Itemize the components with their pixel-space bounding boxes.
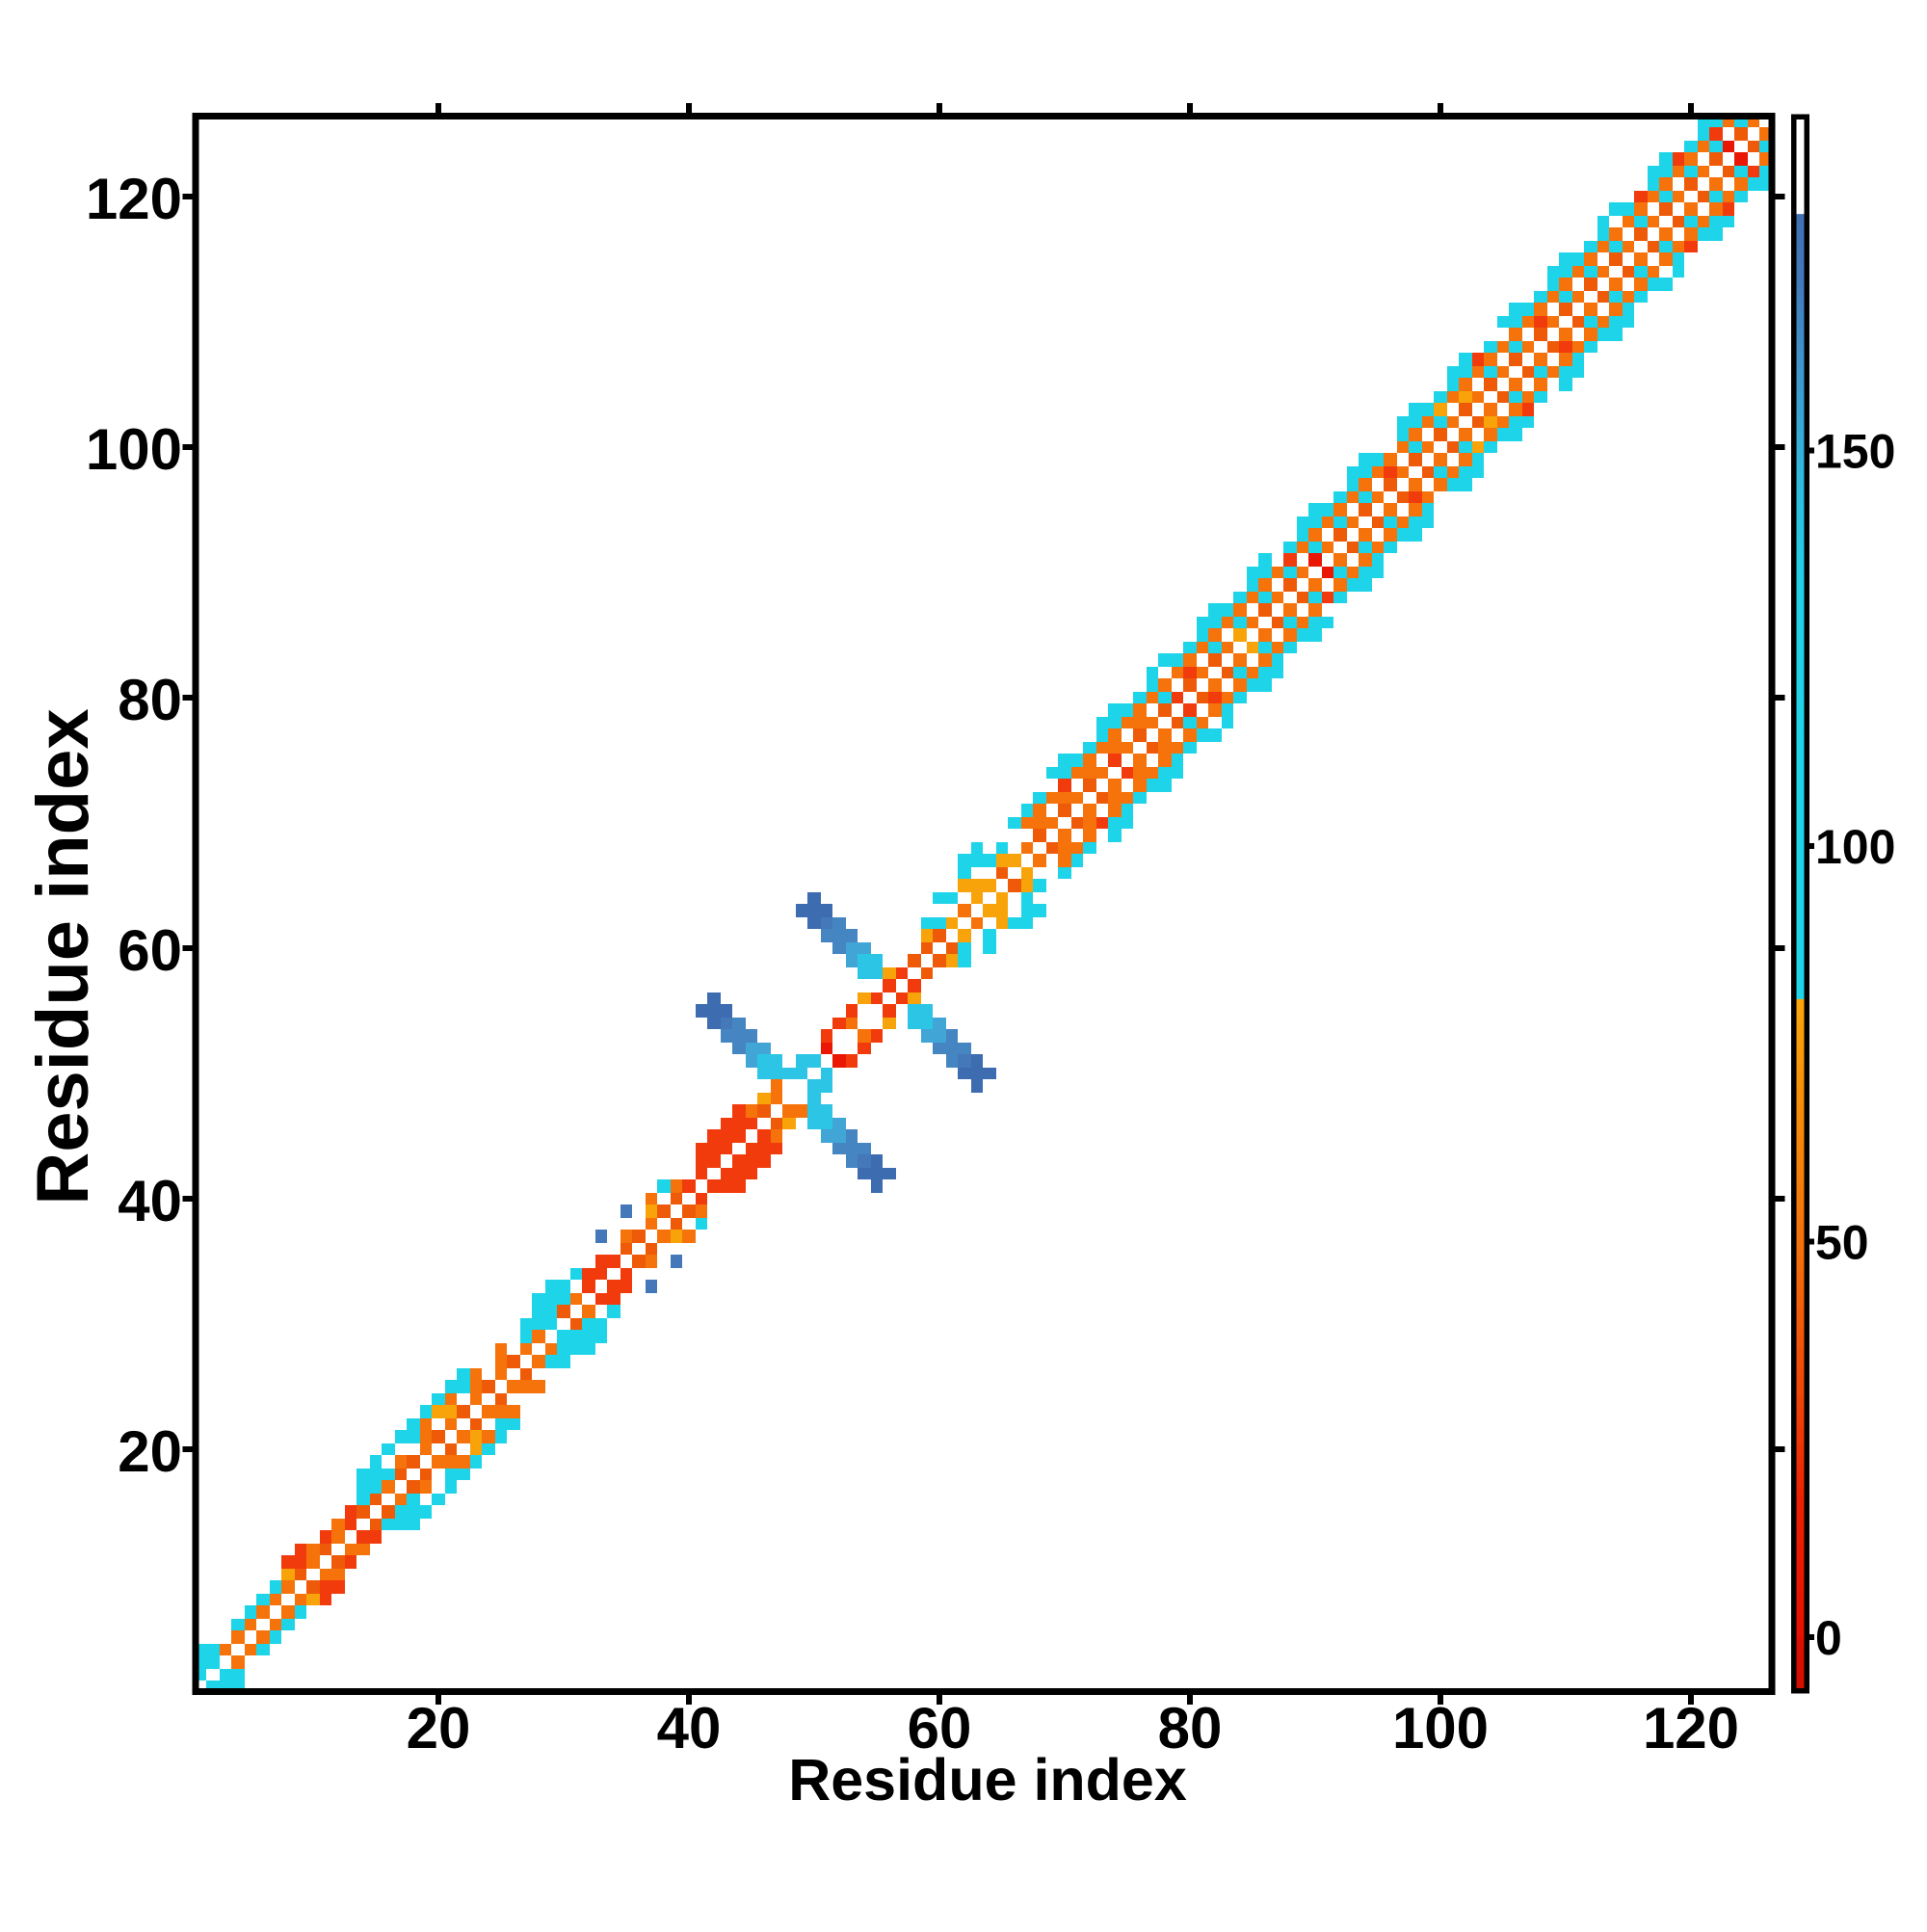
svg-text:60: 60 bbox=[118, 918, 182, 983]
svg-text:80: 80 bbox=[1158, 1696, 1223, 1760]
svg-text:100: 100 bbox=[1392, 1696, 1489, 1760]
svg-text:20: 20 bbox=[118, 1419, 182, 1484]
svg-text:40: 40 bbox=[657, 1696, 722, 1760]
svg-text:100: 100 bbox=[1815, 820, 1895, 874]
svg-text:20: 20 bbox=[407, 1696, 471, 1760]
svg-text:40: 40 bbox=[118, 1169, 182, 1233]
svg-text:120: 120 bbox=[86, 167, 182, 231]
svg-text:80: 80 bbox=[118, 668, 182, 732]
svg-text:100: 100 bbox=[86, 417, 182, 482]
svg-text:50: 50 bbox=[1815, 1216, 1869, 1270]
svg-text:Residue index: Residue index bbox=[22, 708, 104, 1204]
svg-text:120: 120 bbox=[1643, 1696, 1739, 1760]
svg-text:Residue index: Residue index bbox=[788, 1747, 1187, 1813]
svg-text:150: 150 bbox=[1815, 425, 1895, 479]
svg-text:60: 60 bbox=[908, 1696, 972, 1760]
svg-text:0: 0 bbox=[1815, 1611, 1842, 1665]
